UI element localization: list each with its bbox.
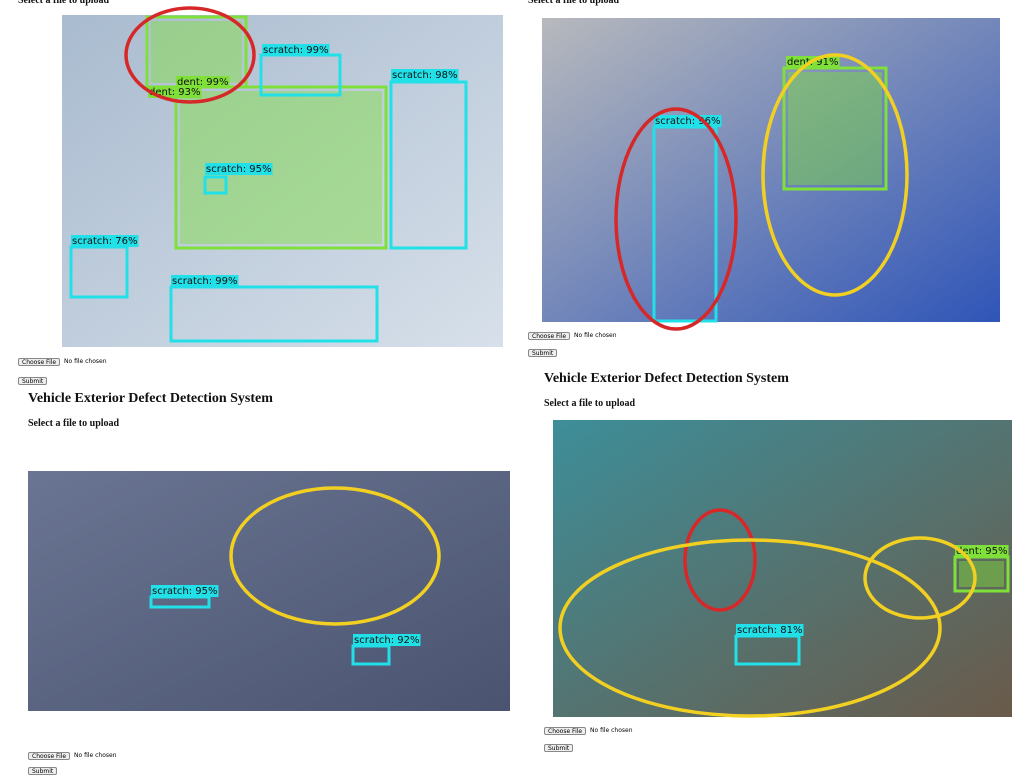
detection-label-bg	[353, 634, 421, 646]
detection-label-bg	[151, 585, 219, 597]
submit-button[interactable]: Submit	[18, 377, 48, 385]
detection-box	[174, 85, 388, 250]
upload-label: Select a file to upload	[528, 0, 620, 6]
detection-label: scratch: 95%	[152, 586, 217, 597]
detection-label-bg	[391, 69, 459, 81]
detection-label: scratch: 99%	[172, 276, 237, 287]
detection-label-bg	[205, 163, 273, 175]
detection-label: scratch: 92%	[354, 635, 419, 646]
annotation-circle	[863, 536, 977, 620]
choose-file-button[interactable]: Choose File	[544, 727, 587, 735]
detection-box	[389, 80, 468, 250]
car-photo	[28, 471, 510, 711]
detection-label: scratch: 98%	[392, 70, 457, 81]
page-title: Vehicle Exterior Defect Detection System	[28, 391, 273, 406]
choose-file-button[interactable]: Choose File	[28, 752, 71, 760]
file-status: No file chosen	[590, 727, 633, 734]
upload-label: Select a file to upload	[28, 418, 120, 429]
detection-label: dent: 99%	[177, 77, 229, 88]
annotation-circle	[124, 6, 256, 104]
upload-label: Select a file to upload	[544, 398, 636, 409]
dent-mask	[788, 72, 882, 185]
annotation-circle	[229, 486, 441, 626]
submit-button[interactable]: Submit	[528, 349, 558, 357]
page-title: Vehicle Exterior Defect Detection System	[544, 371, 789, 386]
detection-label-bg	[148, 86, 202, 98]
annotation-circle	[558, 538, 942, 718]
file-status: No file chosen	[574, 332, 617, 339]
detection-label: scratch: 96%	[655, 116, 720, 127]
detection-label: dent: 95%	[956, 546, 1008, 557]
annotation-circle	[761, 53, 909, 297]
detection-label-bg	[736, 624, 804, 636]
choose-file-button[interactable]: Choose File	[18, 358, 61, 366]
detection-label-bg	[71, 235, 139, 247]
dent-mask	[959, 561, 1004, 587]
detection-box	[203, 175, 228, 195]
submit-button[interactable]: Submit	[28, 767, 58, 775]
detection-label-bg	[176, 76, 230, 88]
car-photo	[553, 420, 1012, 717]
detection-box	[169, 285, 379, 343]
upload-label: Select a file to upload	[18, 0, 110, 6]
submit-button[interactable]: Submit	[544, 744, 574, 752]
choose-file-button[interactable]: Choose File	[528, 332, 571, 340]
detection-label: dent: 93%	[149, 87, 201, 98]
file-status: No file chosen	[64, 358, 107, 365]
detection-label: scratch: 99%	[263, 45, 328, 56]
detection-label-bg	[262, 44, 330, 56]
annotation-circle	[683, 508, 757, 612]
dent-mask	[151, 21, 242, 83]
car-photo	[542, 18, 1000, 322]
detection-label: scratch: 95%	[206, 164, 271, 175]
detection-label-bg	[955, 545, 1009, 557]
detection-label-bg	[171, 275, 239, 287]
annotation-circle	[614, 107, 738, 331]
file-status: No file chosen	[74, 752, 117, 759]
detection-label: scratch: 76%	[72, 236, 137, 247]
detection-label: scratch: 81%	[737, 625, 802, 636]
